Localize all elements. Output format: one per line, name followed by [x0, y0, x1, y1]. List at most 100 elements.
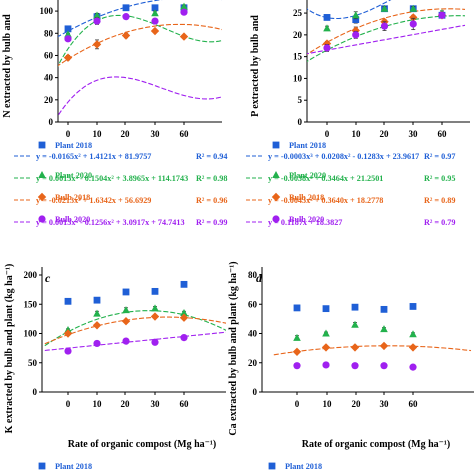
y-tick-label: 50: [28, 358, 38, 368]
legend-equation: y = -0.0038x² + 0.3464x + 21.2501: [268, 174, 383, 183]
data-point: [352, 16, 360, 24]
x-tick-label: 0: [325, 129, 330, 139]
x-tick-label: 20: [121, 399, 131, 409]
x-tick-label: 10: [93, 399, 103, 409]
data-point: [350, 343, 360, 352]
data-point: [151, 4, 159, 12]
x-tick-label: 10: [352, 129, 362, 139]
data-point: [151, 304, 159, 312]
x-tick-label: 60: [409, 399, 419, 409]
legend-equation: y = -0.0213x² + 1.6342x + 56.6929: [36, 196, 151, 205]
fit-curve: [44, 310, 226, 347]
legend-marker: [38, 141, 46, 149]
legend-label: Plant 2018: [55, 462, 92, 471]
legend-r2: R² = 0.95: [424, 174, 455, 183]
data-point: [93, 11, 101, 19]
data-point: [322, 305, 330, 313]
data-point: [323, 44, 331, 52]
legend-equation: y = 0.0013x³ - 0.1256x² + 3.0917x + 74.7…: [36, 218, 185, 227]
data-point: [180, 333, 188, 342]
data-point: [180, 309, 188, 317]
legend-label: Bulb 2018: [55, 193, 90, 202]
x-tick-label: 20: [352, 399, 362, 409]
data-point: [293, 304, 301, 312]
data-point: [322, 329, 330, 337]
y-tick-label: 20: [248, 358, 258, 368]
data-point: [121, 31, 131, 40]
x-tick-label: 30: [380, 399, 390, 409]
data-point: [323, 24, 331, 32]
data-point: [93, 339, 101, 348]
data-point: [150, 312, 160, 321]
fit-curve: [307, 24, 466, 55]
data-point: [409, 363, 417, 371]
y-tick-label: 20: [293, 30, 303, 40]
y-axis-title: P extracted by bulb and: [250, 15, 261, 117]
y-tick-label: 80: [44, 28, 54, 38]
data-point: [322, 361, 330, 369]
y-tick-label: 0: [253, 387, 258, 397]
data-point: [351, 362, 359, 370]
legend-label: Plant 2018: [289, 141, 326, 150]
data-point: [179, 313, 189, 322]
data-point: [122, 4, 130, 12]
data-point: [64, 30, 72, 38]
x-tick-label: 60: [180, 129, 190, 139]
legend-marker: [37, 192, 47, 202]
data-point: [409, 20, 417, 28]
y-axis-title: K extracted by bulb and plant (kg ha⁻¹): [4, 264, 15, 434]
data-point: [93, 296, 101, 304]
x-tick-label: 20: [380, 129, 390, 139]
y-tick-label: 40: [248, 329, 258, 339]
legend-marker: [38, 215, 46, 223]
y-axis-title: Ca extracted by bulb and plant (kg ha⁻¹): [228, 261, 239, 435]
data-point: [64, 25, 72, 33]
legend-label: Plant 2020: [289, 171, 326, 180]
data-point: [409, 330, 417, 338]
y-tick-label: 0: [33, 387, 38, 397]
data-point: [380, 4, 389, 12]
x-tick-label: 30: [151, 129, 161, 139]
panel-a: 0 20 40 60 80 100 0 10 20 30 60 N extracted by bulb…: [2, 0, 222, 139]
legend-marker: [268, 462, 276, 470]
y-tick-label: 60: [248, 299, 258, 309]
legend-marker: [38, 462, 46, 470]
x-axis-title: Rate of organic compost (Mg ha⁻¹): [302, 439, 451, 450]
legend-label: Bulb 2018: [289, 193, 324, 202]
fit-curve: [44, 331, 226, 352]
data-point: [293, 333, 301, 341]
x-tick-label: 10: [323, 399, 333, 409]
legend-label: Bulb 2020: [55, 215, 90, 224]
data-point: [63, 329, 73, 338]
data-point: [122, 13, 130, 21]
data-point: [93, 17, 101, 25]
legend-r2: R² = 0.79: [424, 218, 455, 227]
data-point: [64, 297, 72, 305]
x-tick-label: 30: [409, 129, 419, 139]
data-point: [380, 325, 388, 333]
y-tick-label: 150: [24, 299, 38, 309]
data-point: [409, 4, 418, 12]
y-tick-label: 100: [24, 329, 38, 339]
fit-curve: [273, 345, 472, 356]
y-tick-label: 10: [293, 73, 303, 83]
data-point: [122, 306, 130, 314]
legend-equation: y = 0.1187x + 18.3827: [268, 218, 342, 227]
legend-label: Plant 2018: [55, 141, 92, 150]
legend-equation: y = -0.0165x² + 1.4121x + 81.9757: [36, 152, 151, 161]
legend-label: Plant 2020: [55, 171, 92, 180]
x-tick-label: 30: [151, 399, 161, 409]
data-point: [151, 287, 159, 295]
legend-r2: R² = 0.94: [196, 152, 227, 161]
data-point: [151, 9, 159, 17]
data-point: [380, 22, 389, 30]
data-point: [180, 280, 188, 288]
data-point: [92, 40, 102, 49]
data-point: [379, 341, 389, 351]
fit-curve: [307, 8, 466, 55]
data-point: [64, 35, 72, 43]
legend-r2: R² = 0.96: [196, 196, 227, 205]
y-tick-label: 0: [49, 117, 54, 127]
